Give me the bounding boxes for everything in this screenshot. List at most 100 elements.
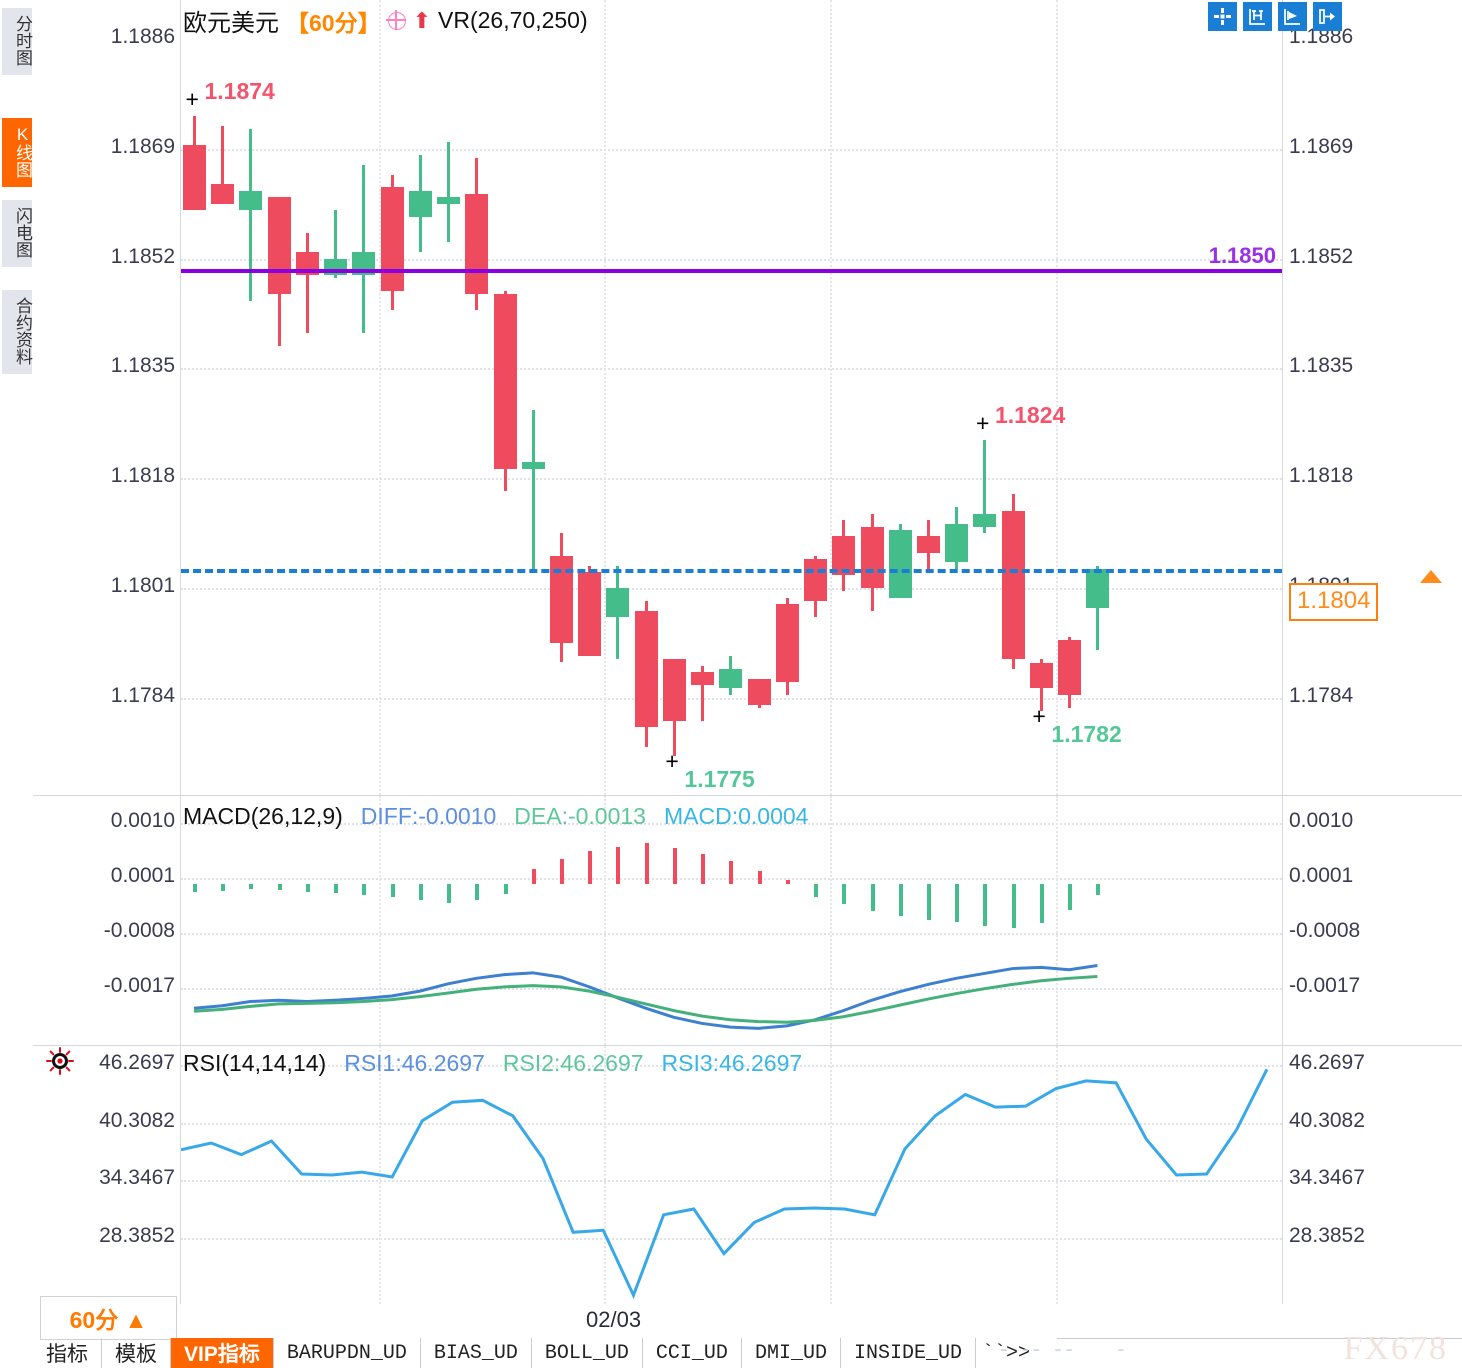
gridline-v (1056, 1046, 1059, 1304)
axis-tick: 0.0010 (110, 809, 175, 833)
annotation-cross-marker: + (185, 86, 199, 113)
rsi-plot-area[interactable] (181, 1046, 1282, 1304)
candlestick[interactable] (408, 0, 432, 795)
candle-wick (983, 439, 987, 534)
axis-tick: 40.3082 (99, 1108, 175, 1132)
sidebar-item-timeline-label: 分时图 (2, 8, 32, 75)
candlestick[interactable] (747, 0, 771, 795)
candlestick[interactable] (860, 0, 884, 795)
sidebar-item-timeline[interactable]: 分时图 (2, 8, 32, 75)
candlestick[interactable] (437, 0, 461, 795)
candlestick[interactable] (973, 0, 997, 795)
candle-body (1086, 568, 1110, 608)
date-label: 02/03 (586, 1307, 642, 1332)
macd-histogram-bar (1068, 884, 1073, 911)
rsi-panel[interactable]: 46.2697 40.3082 34.3467 28.3852 46.2697 40.3… (33, 1045, 1462, 1304)
left-sidebar: 分时图 K线图闪电图合约资料 (0, 0, 33, 1304)
gridline-h (181, 368, 1282, 371)
vr-indicator-label[interactable]: VR(26,70,250) (438, 7, 588, 33)
price-plot-area[interactable]: 1.1850 +1.1874 +1.1824 +1.1775 +1.1782 (181, 0, 1282, 795)
period-button[interactable]: 60分 ▲ (40, 1296, 177, 1340)
candlestick[interactable] (917, 0, 940, 795)
candlestick[interactable] (550, 0, 573, 795)
candlestick[interactable] (493, 0, 517, 795)
axis-tick: -0.0008 (103, 919, 175, 943)
tab-vip指标[interactable]: VIP指标 (171, 1338, 274, 1368)
axis-tick: 1.1852 (110, 244, 175, 268)
sun-icon[interactable] (45, 1046, 75, 1076)
candlestick[interactable] (324, 0, 348, 795)
symbol-name[interactable]: 欧元美元 (183, 10, 279, 37)
candlestick[interactable] (634, 0, 658, 795)
candle-body (775, 604, 799, 682)
macd-panel[interactable]: 0.0010 0.0001 -0.0008 -0.0017 0.0010 0.0001 -… (33, 795, 1462, 1045)
export-icon[interactable] (1313, 2, 1342, 31)
candlestick[interactable] (606, 0, 630, 795)
gridline-h (181, 148, 1282, 151)
loading-dots: - -- -- - (1000, 1336, 1129, 1361)
candlestick[interactable] (1058, 0, 1082, 795)
macd-histogram-bar (334, 884, 339, 893)
candlestick[interactable] (380, 0, 404, 795)
axis-tick: 28.3852 (99, 1224, 175, 1248)
tab-dmi_ud[interactable]: DMI_UD (742, 1338, 841, 1368)
candlestick[interactable] (1001, 0, 1025, 795)
candlestick[interactable] (832, 0, 856, 795)
gridline-h (181, 823, 1282, 826)
candlestick[interactable] (267, 0, 291, 795)
sidebar-item-contract-info-label: 合约资料 (2, 290, 32, 374)
tab-模板[interactable]: 模板 (102, 1338, 171, 1368)
move-crosshair-icon[interactable] (1208, 2, 1237, 31)
macd-histogram-bar (644, 842, 649, 885)
axis-tick: -0.0017 (1289, 974, 1361, 998)
candlestick[interactable] (691, 0, 715, 795)
candlestick[interactable] (804, 0, 828, 795)
candle-wick (334, 210, 338, 278)
tab-cci_ud[interactable]: CCI_UD (643, 1338, 742, 1368)
candlestick[interactable] (945, 0, 969, 795)
price-panel[interactable]: 1.1886 1.1869 1.1852 1.1835 1.1818 1.1801 1.17… (33, 0, 1462, 795)
macd-histogram-bar (701, 853, 706, 885)
candlestick[interactable] (521, 0, 545, 795)
candle-body (945, 523, 969, 563)
macd-histogram-bar (1096, 884, 1101, 896)
sidebar-item-kline[interactable]: K线图 (2, 118, 32, 187)
period-label[interactable]: 【60分】 (286, 9, 381, 36)
purple-level-line[interactable] (181, 269, 1282, 274)
candlestick[interactable] (1029, 0, 1053, 795)
candlestick[interactable] (239, 0, 263, 795)
tab-inside_ud[interactable]: INSIDE_UD (841, 1338, 976, 1368)
tab-bias_ud[interactable]: BIAS_UD (421, 1338, 532, 1368)
candlestick[interactable] (183, 0, 206, 795)
rsi2-value: RSI2:46.2697 (502, 1050, 644, 1076)
candlestick[interactable] (578, 0, 602, 795)
tab-more[interactable]: ``>> (981, 1341, 1030, 1365)
sidebar-item-lightning[interactable]: 闪电图 (2, 200, 32, 267)
candlestick[interactable] (211, 0, 235, 795)
rsi-legend: RSI(14,14,14) RSI1:46.2697 RSI2:46.2697 … (183, 1050, 802, 1077)
tab-barupdn_ud[interactable]: BARUPDN_UD (274, 1338, 421, 1368)
sidebar-item-contract-info[interactable]: 合约资料 (2, 290, 32, 374)
flag-icon[interactable] (1278, 2, 1307, 31)
candlestick[interactable] (295, 0, 319, 795)
macd-histogram-bar (729, 861, 734, 885)
candlestick[interactable] (352, 0, 376, 795)
tab-boll_ud[interactable]: BOLL_UD (532, 1338, 643, 1368)
measure-icon[interactable] (1243, 2, 1272, 31)
candle-body (888, 530, 912, 598)
candlestick[interactable] (662, 0, 686, 795)
gridline-v (604, 796, 607, 1045)
tab-指标[interactable]: 指标 (33, 1338, 102, 1368)
watermark: FX678 (1343, 1330, 1448, 1367)
candlestick[interactable] (888, 0, 912, 795)
price-axis-right: 1.18861.18691.18521.18351.18181.18011.17… (1282, 0, 1462, 795)
candlestick[interactable] (1086, 0, 1110, 795)
candlestick[interactable] (775, 0, 799, 795)
current-price-box[interactable]: 1.1804 (1289, 582, 1379, 621)
crosshair-circle-icon[interactable] (385, 9, 406, 30)
candlestick[interactable] (465, 0, 489, 795)
gridline-v (378, 0, 381, 795)
candlestick[interactable] (719, 0, 743, 795)
high-price-annotation: 1.1824 (994, 401, 1066, 428)
macd-plot-area[interactable] (181, 796, 1282, 1045)
